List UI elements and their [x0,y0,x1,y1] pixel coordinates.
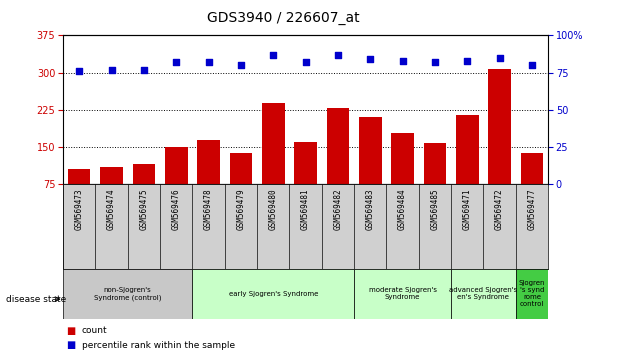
Bar [483,184,516,269]
Bar [192,269,354,319]
Point [106,67,117,73]
Point [74,68,84,74]
Bar [391,133,414,184]
Bar [488,69,511,184]
Text: non-Sjogren's
Syndrome (control): non-Sjogren's Syndrome (control) [94,287,161,301]
Bar [451,184,483,269]
Text: GSM569478: GSM569478 [204,188,213,230]
Bar [354,269,451,319]
Bar [289,184,322,269]
Point [301,59,311,65]
Bar [326,108,349,184]
Text: count: count [82,326,108,336]
Text: GSM569477: GSM569477 [527,188,536,230]
Bar [100,167,123,184]
Point [268,52,278,58]
Bar [68,169,91,184]
Text: GSM569475: GSM569475 [139,188,148,230]
Bar [63,269,192,319]
Text: GSM569483: GSM569483 [366,188,375,230]
Point [139,67,149,73]
Bar [197,141,220,184]
Bar [192,184,225,269]
Bar [359,117,382,184]
Bar [423,143,446,184]
Bar [63,184,95,269]
Point [236,62,246,68]
Text: GDS3940 / 226607_at: GDS3940 / 226607_at [207,11,360,25]
Bar [128,184,160,269]
Text: ■: ■ [66,340,76,350]
Bar [456,115,479,184]
Text: early Sjogren's Syndrome: early Sjogren's Syndrome [229,291,318,297]
Point [398,58,408,63]
Text: GSM569482: GSM569482 [333,188,342,230]
Point [171,59,181,65]
Point [527,62,537,68]
Text: GSM569479: GSM569479 [236,188,245,230]
Text: advanced Sjogren's
en's Syndrome: advanced Sjogren's en's Syndrome [449,287,518,300]
Bar [386,184,419,269]
Bar [132,164,155,184]
Bar [516,269,548,319]
Bar [229,153,252,184]
Bar [165,147,188,184]
Point [333,52,343,58]
Text: GSM569473: GSM569473 [75,188,84,230]
Bar [262,103,285,184]
Text: GSM569471: GSM569471 [463,188,472,230]
Bar [160,184,192,269]
Bar [516,184,548,269]
Bar [520,153,543,184]
Bar [225,184,257,269]
Text: GSM569474: GSM569474 [107,188,116,230]
Bar [294,142,317,184]
Text: GSM569481: GSM569481 [301,188,310,230]
Point [365,56,375,62]
Text: moderate Sjogren's
Syndrome: moderate Sjogren's Syndrome [369,287,437,300]
Text: ■: ■ [66,326,76,336]
Text: GSM569480: GSM569480 [269,188,278,230]
Text: GSM569484: GSM569484 [398,188,407,230]
Text: Sjogren
's synd
rome
control: Sjogren 's synd rome control [518,280,545,307]
Bar [354,184,386,269]
Point [462,58,472,63]
Bar [451,269,516,319]
Bar [95,184,128,269]
Text: GSM569485: GSM569485 [430,188,439,230]
Text: percentile rank within the sample: percentile rank within the sample [82,341,235,350]
Text: GSM569476: GSM569476 [172,188,181,230]
Bar [257,184,289,269]
Point [495,55,505,61]
Bar [419,184,451,269]
Bar [322,184,354,269]
Point [203,59,214,65]
Point [430,59,440,65]
Text: GSM569472: GSM569472 [495,188,504,230]
Text: disease state: disease state [6,295,67,304]
